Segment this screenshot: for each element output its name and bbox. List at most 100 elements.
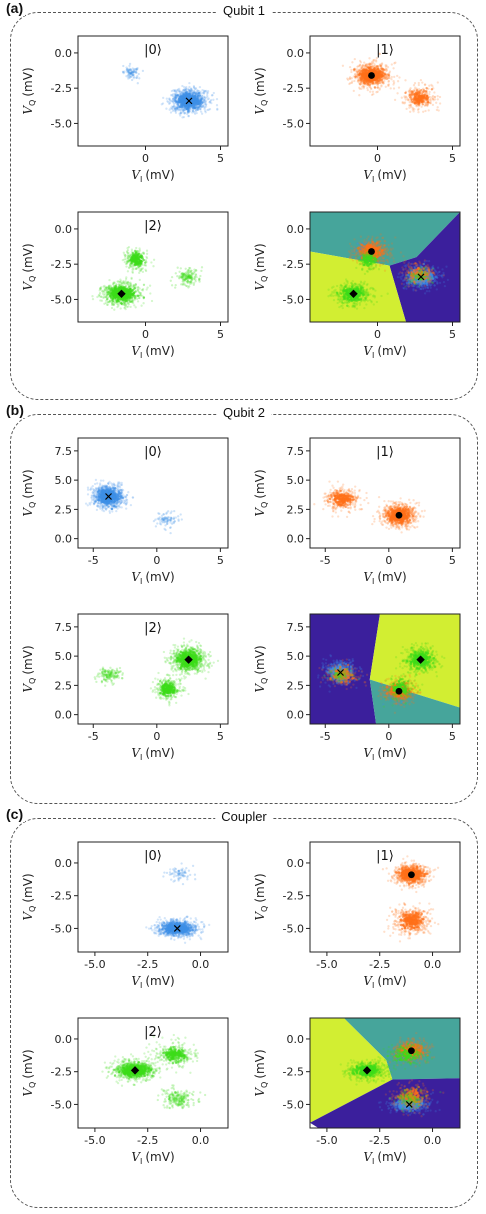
y-tick-label: 5.0 [55, 474, 73, 487]
x-tick-label: 0 [142, 328, 149, 341]
axes-frame [77, 1017, 229, 1129]
point-cloud-state-0 [145, 862, 211, 944]
x-tick-label: -5 [88, 730, 99, 743]
state-2-center-marker [416, 655, 425, 664]
y-tick-label: 7.5 [287, 445, 305, 458]
x-axis-label: VI (mV) [363, 168, 406, 184]
panel-tag: (b) [4, 402, 26, 418]
y-tick-label: -5.0 [51, 1098, 72, 1111]
axes-frame [77, 437, 229, 549]
panel-tag: (c) [4, 806, 26, 822]
point-cloud-state-2 [101, 1033, 207, 1110]
x-tick-label: -2.5 [137, 958, 158, 971]
y-tick-label: -5.0 [283, 117, 304, 130]
y-axis-label: VQ(mV) [253, 243, 269, 290]
state-0-center-marker [337, 669, 344, 676]
y-tick-label: 2.5 [287, 679, 305, 692]
axes-frame [309, 613, 461, 725]
state-0-center-marker [185, 97, 193, 105]
state-label-1: |1⟩ [376, 445, 394, 460]
decision-region-1 [310, 1018, 393, 1123]
y-axis-label: VQ(mV) [21, 645, 37, 692]
y-tick-label: -2.5 [283, 258, 304, 271]
y-tick-label: 0.0 [55, 709, 73, 722]
x-tick-label: 0.0 [424, 1134, 442, 1147]
state-1-scatter: |1⟩ 0 5 0.0 -2.5 -5.0 VI (mV) VQ(mV) [253, 35, 461, 184]
point-cloud-state-0 [84, 478, 183, 535]
decision-region-0 [310, 212, 460, 266]
x-tick-label: 0 [385, 730, 392, 743]
x-tick-label: 0 [142, 152, 149, 165]
x-axis-label: VI (mV) [131, 344, 174, 360]
y-axis-label: VQ(mV) [21, 1049, 37, 1096]
y-tick-label: 7.5 [55, 621, 73, 634]
x-axis-label: VI (mV) [363, 974, 406, 990]
state-0-center-marker [173, 925, 181, 932]
x-tick-label: 0 [153, 730, 160, 743]
axes-frame [309, 437, 461, 549]
x-tick-label: -5 [88, 554, 99, 567]
x-tick-label: 5 [449, 152, 456, 165]
y-axis-label: VQ(mV) [21, 469, 37, 516]
y-tick-label: -2.5 [51, 82, 72, 95]
axes-frame [77, 613, 229, 725]
panel-tag: (a) [4, 0, 26, 16]
x-axis-label: VI (mV) [131, 168, 174, 184]
state-2-center-marker [362, 1066, 372, 1075]
y-tick-label: -2.5 [51, 890, 72, 903]
x-tick-label: 0.0 [424, 958, 442, 971]
x-tick-label: -2.5 [137, 1134, 158, 1147]
x-tick-label: -5 [320, 554, 331, 567]
y-axis-label: VQ(mV) [21, 873, 37, 920]
state-2-center-marker [349, 289, 358, 298]
state-2-center-marker [130, 1066, 140, 1075]
combined-scatter: -5 0 5 7.5 5.0 2.5 0.0 VI (mV) VQ(mV) [253, 613, 461, 762]
x-tick-label: -5.0 [84, 1134, 105, 1147]
state-2-scatter: |2⟩ 0 5 0.0 -2.5 -5.0 VI (mV) VQ(mV) [21, 211, 229, 360]
axes-frame [77, 841, 229, 953]
panel-title: Coupler [215, 809, 273, 824]
x-tick-label: 0.0 [192, 958, 210, 971]
state-1-scatter: |1⟩ -5.0 -2.5 0.0 0.0 -2.5 -5.0 VI (mV) VQ(mV) [253, 841, 461, 990]
y-tick-label: 0.0 [55, 857, 73, 870]
y-tick-label: -5.0 [283, 293, 304, 306]
y-tick-label: 0.0 [55, 223, 73, 236]
y-tick-label: -5.0 [51, 293, 72, 306]
state-1-center-marker [395, 687, 403, 695]
axes-frame [77, 35, 229, 147]
y-axis-label: VQ(mV) [21, 243, 37, 290]
point-cloud-state-1 [381, 855, 440, 943]
state-0-scatter: |0⟩ 0 5 0.0 -2.5 -5.0 VI (mV) VQ(mV) [21, 35, 229, 184]
state-label-1: |1⟩ [376, 43, 394, 58]
y-tick-label: 0.0 [287, 709, 305, 722]
state-0-scatter: |0⟩ -5 0 5 7.5 5.0 2.5 0.0 VI (mV) VQ(mV) [21, 437, 229, 586]
point-cloud-state-1 [313, 480, 426, 534]
x-axis-label: VI (mV) [131, 974, 174, 990]
x-tick-label: -5 [320, 730, 331, 743]
y-tick-label: 5.0 [287, 474, 305, 487]
x-tick-label: 5 [449, 730, 456, 743]
state-label-2: |2⟩ [144, 1025, 162, 1040]
axes-frame [309, 211, 461, 323]
decision-region-1 [389, 212, 460, 322]
y-tick-label: 2.5 [55, 503, 73, 516]
x-axis-label: VI (mV) [131, 1150, 174, 1166]
y-axis-label: VQ(mV) [253, 873, 269, 920]
y-tick-label: 0.0 [55, 533, 73, 546]
decision-region-2 [310, 1078, 460, 1128]
panel-title: Qubit 1 [217, 3, 271, 18]
state-1-center-marker [395, 511, 403, 519]
state-2-center-marker [117, 289, 126, 298]
state-2-scatter: |2⟩ -5.0 -2.5 0.0 0.0 -2.5 -5.0 VI (mV) VQ(mV) [21, 1017, 229, 1166]
state-2-scatter: |2⟩ -5 0 5 7.5 5.0 2.5 0.0 VI (mV) VQ(mV) [21, 613, 229, 762]
axes-frame [309, 35, 461, 147]
x-tick-label: 0 [374, 152, 381, 165]
y-tick-label: 0.0 [287, 857, 305, 870]
x-tick-label: 0 [385, 554, 392, 567]
y-tick-label: -2.5 [283, 1066, 304, 1079]
y-tick-label: 0.0 [287, 47, 305, 60]
y-tick-label: -5.0 [51, 117, 72, 130]
state-1-scatter: |1⟩ -5 0 5 7.5 5.0 2.5 0.0 VI (mV) VQ(mV) [253, 437, 461, 586]
x-axis-label: VI (mV) [131, 570, 174, 586]
x-axis-label: VI (mV) [363, 1150, 406, 1166]
